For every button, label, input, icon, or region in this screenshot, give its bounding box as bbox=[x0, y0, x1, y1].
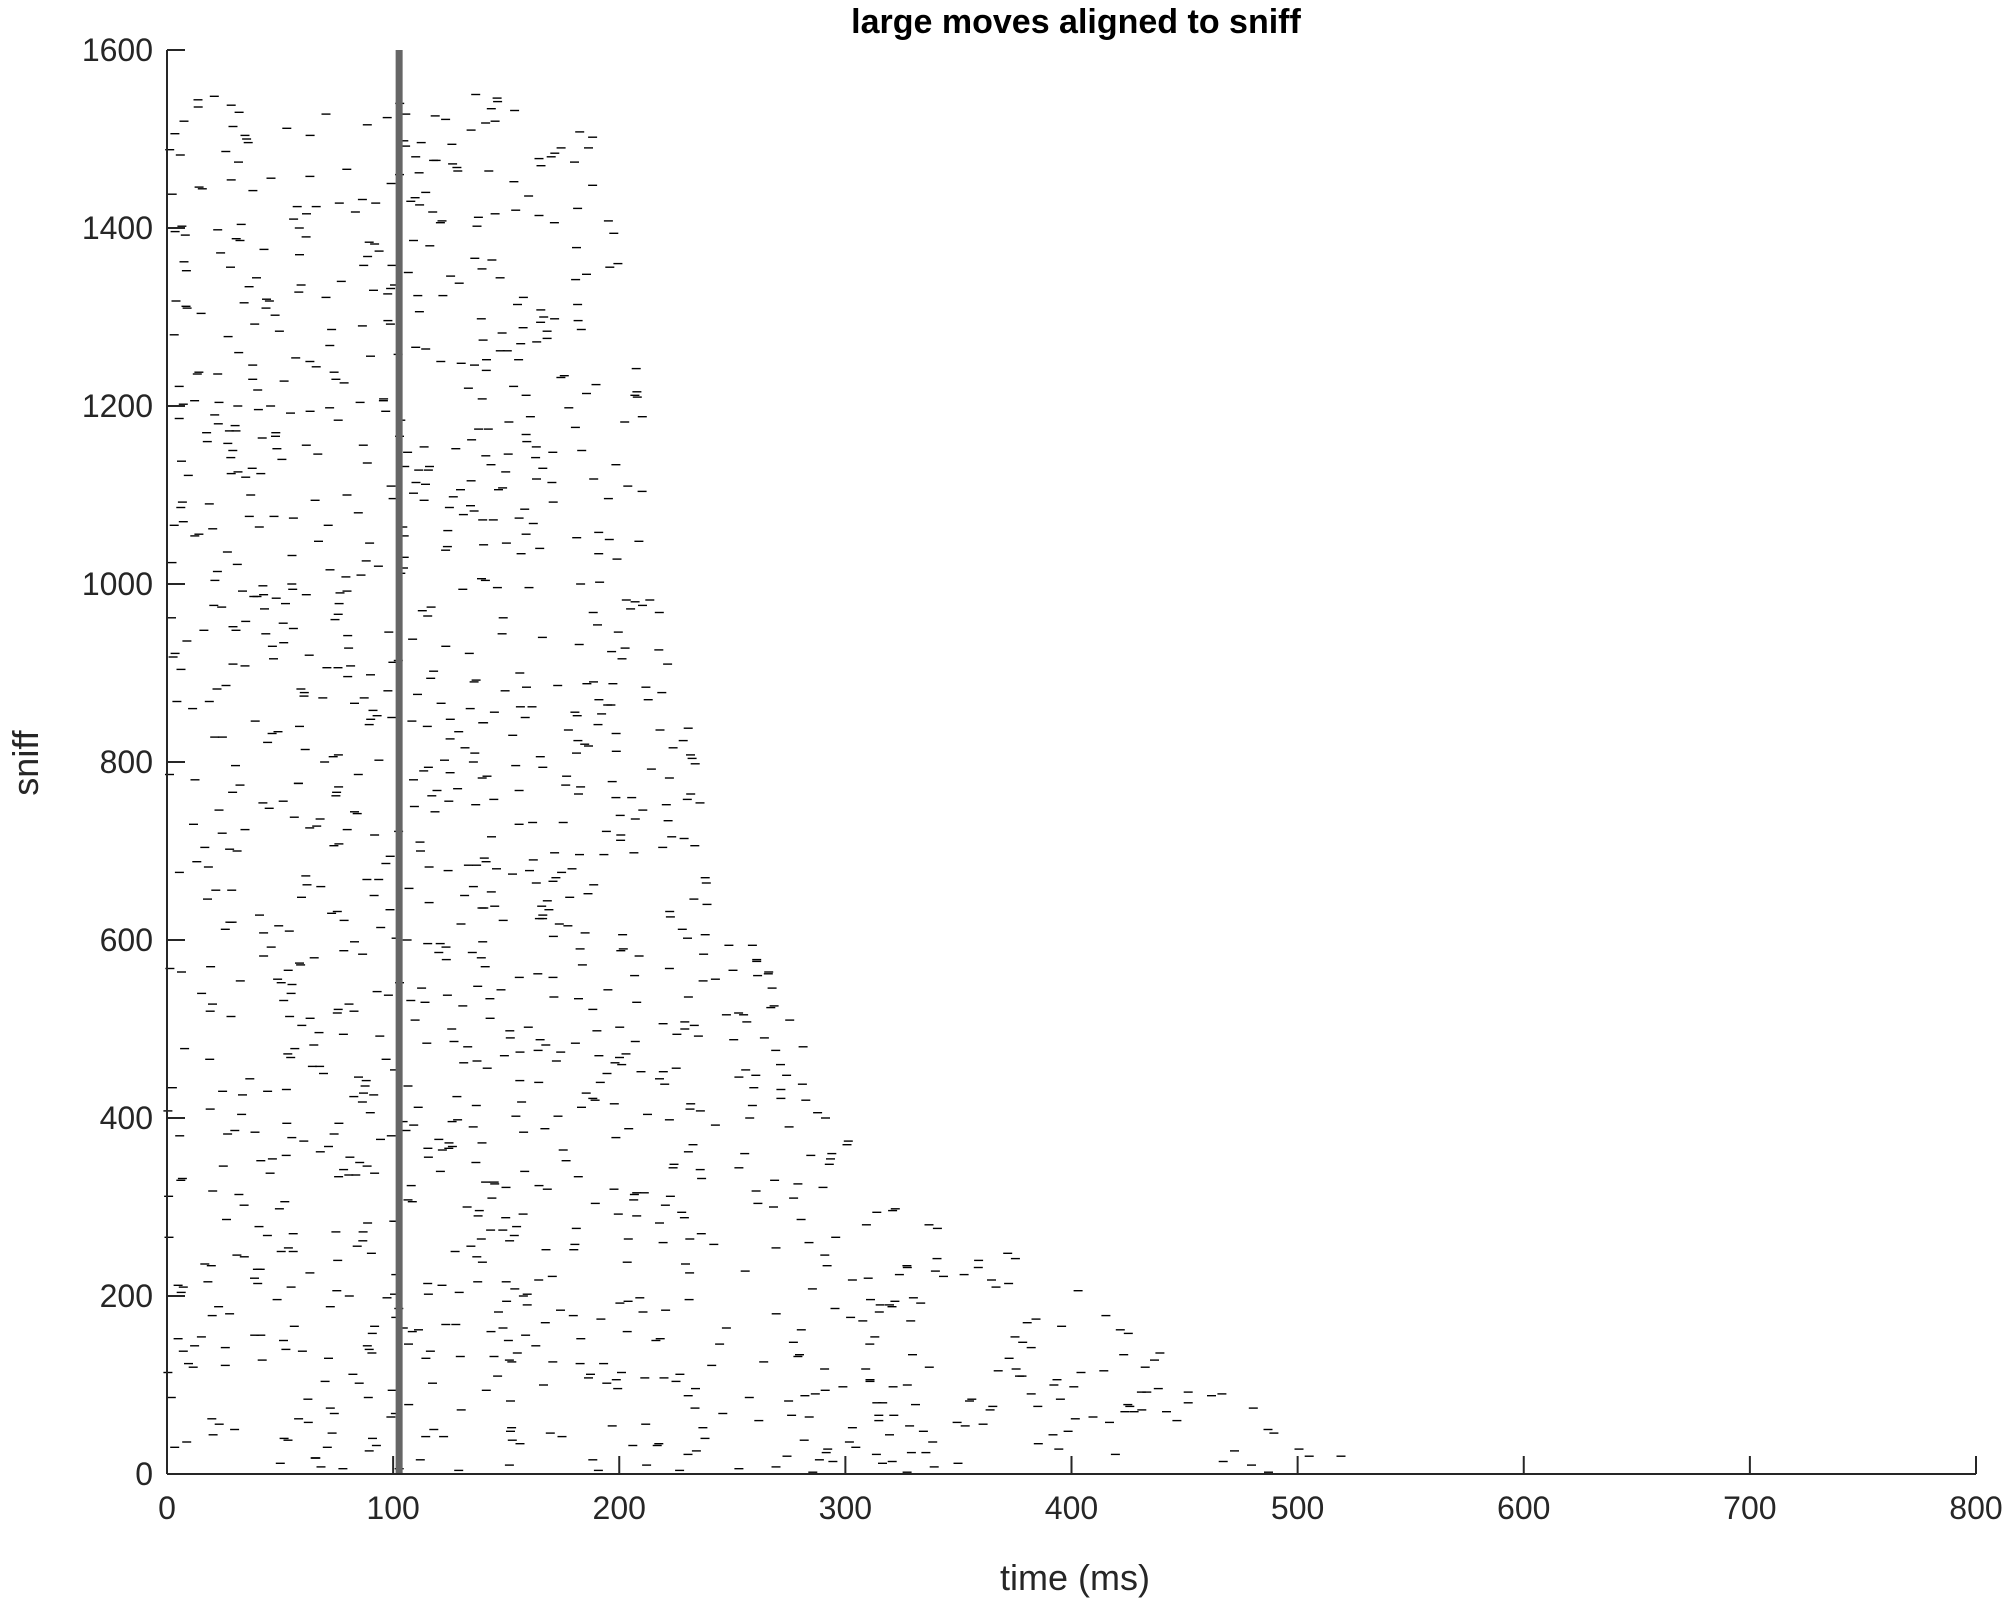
y-tick-label: 1000 bbox=[82, 566, 153, 602]
x-tick-label: 300 bbox=[819, 1490, 872, 1526]
x-tick-label: 800 bbox=[1949, 1490, 2002, 1526]
x-axis-label: time (ms) bbox=[1000, 1557, 1150, 1598]
x-tick-label: 700 bbox=[1723, 1490, 1776, 1526]
x-tick-label: 600 bbox=[1497, 1490, 1550, 1526]
y-tick-label: 200 bbox=[100, 1278, 153, 1314]
raster-events bbox=[163, 93, 1346, 1473]
y-axis-label: sniff bbox=[5, 729, 46, 795]
y-tick-label: 1200 bbox=[82, 388, 153, 424]
x-tick-label: 200 bbox=[593, 1490, 646, 1526]
y-tick-label: 1600 bbox=[82, 32, 153, 68]
y-tick-label: 800 bbox=[100, 744, 153, 780]
y-tick-label: 400 bbox=[100, 1100, 153, 1136]
y-tick-label: 600 bbox=[100, 922, 153, 958]
x-tick-label: 400 bbox=[1045, 1490, 1098, 1526]
chart-title: large moves aligned to sniff bbox=[851, 3, 1301, 41]
x-tick-label: 500 bbox=[1271, 1490, 1324, 1526]
axes: 0 100 200 300 400 500 600 700 800 0 200 400 600 800 10… bbox=[82, 32, 2003, 1526]
y-tick-label: 0 bbox=[135, 1456, 153, 1492]
y-tick-label: 1400 bbox=[82, 210, 153, 246]
x-tick-label: 100 bbox=[366, 1490, 419, 1526]
x-tick-label: 0 bbox=[158, 1490, 176, 1526]
